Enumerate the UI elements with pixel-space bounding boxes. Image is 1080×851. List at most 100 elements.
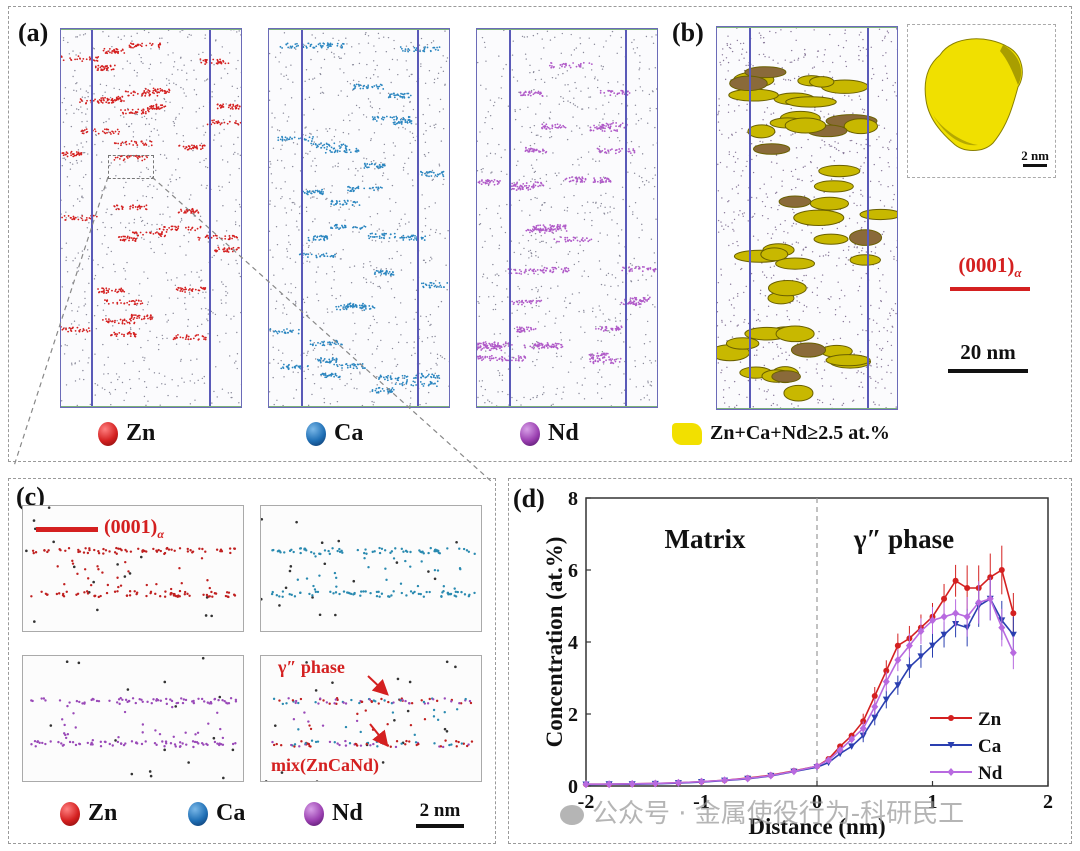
y-tick-label: 8 [568, 488, 578, 510]
precipitate-isosurface [775, 325, 815, 343]
data-point-nd [871, 702, 879, 711]
panel-d-frame [508, 478, 1072, 844]
data-point-nd [998, 623, 1006, 632]
ca-sphere-icon [306, 421, 326, 446]
plane-indicator-b: (0001)α [950, 253, 1030, 292]
scalebar-20nm: 20 nm [948, 340, 1028, 373]
precipitate-isosurface [783, 384, 814, 402]
isosurface-map [717, 27, 897, 409]
data-point-ca [905, 664, 913, 671]
data-point-nd [698, 777, 705, 786]
data-point-nd [836, 746, 844, 754]
data-point-nd [882, 677, 890, 686]
legend-nd-label: Nd [548, 420, 579, 446]
y-tick-label: 4 [568, 632, 578, 654]
legend-entry-nd: Nd [930, 763, 1003, 784]
region-label-matrix: Matrix [665, 524, 746, 554]
x-tick-label: -1 [693, 791, 710, 813]
legend-entry-zn: Zn [930, 709, 1002, 730]
x-tick-label: 2 [1043, 791, 1053, 813]
data-point-ca [929, 642, 936, 650]
legend-isosurface-label: Zn+Ca+Nd≥2.5 at.% [710, 422, 890, 444]
data-point-nd [767, 771, 775, 780]
data-point-nd [917, 627, 925, 636]
zoom-box-ca [260, 505, 482, 632]
data-point-zn [883, 667, 890, 674]
precipitate-isosurface [859, 208, 897, 221]
precipitate-isosurface [729, 75, 768, 92]
data-point-nd [744, 774, 752, 783]
precipitate-isosurface [785, 96, 837, 108]
precipitate-isosurface [809, 196, 850, 211]
panel-c-frame [8, 478, 496, 844]
legend-marker [948, 715, 954, 721]
legend-nd: Nd [520, 420, 579, 447]
data-point-nd [674, 778, 682, 787]
region-label-gamma: γ″ phase [853, 524, 954, 554]
scalebar-2nm: 2 nm [416, 800, 464, 828]
scale-label-2nm: 2 nm [419, 800, 461, 821]
precipitate-isosurface [747, 124, 776, 139]
data-point-zn [964, 585, 971, 591]
scale-label-20nm: 20 nm [960, 340, 1016, 364]
precipitate-isosurface [790, 342, 827, 358]
data-point-zn [998, 567, 1005, 573]
panel-d-label: (d) [513, 484, 545, 513]
precipitate-isosurface [793, 209, 845, 226]
apt-reconstruction-ca [268, 28, 450, 408]
data-point-zn [860, 718, 867, 725]
legend-label: Nd [978, 763, 1003, 784]
isosurface-swatch-icon [672, 422, 702, 445]
precipitate-isosurface [775, 257, 815, 270]
precipitate-isosurface [818, 164, 861, 178]
nd-sphere-icon-c [304, 801, 324, 826]
precipitate-isosurface [771, 370, 801, 383]
precipitate-isosurface [767, 280, 807, 297]
precipitate-isosurface [744, 66, 787, 79]
legend-ca-label: Ca [334, 420, 364, 446]
precipitate-isosurface [849, 254, 881, 266]
data-point-nd [1009, 648, 1017, 657]
legend-label: Zn [978, 709, 1002, 730]
data-point-zn [941, 595, 948, 602]
panel-b-label: (b) [672, 18, 704, 47]
plane-label-b: (0001)α [958, 253, 1022, 281]
legend-marker [947, 768, 955, 776]
series-ca [582, 577, 1017, 789]
legend-zn-label: Zn [126, 420, 156, 446]
data-point-nd [848, 735, 856, 744]
series-nd [582, 577, 1017, 789]
zn-sphere-icon [98, 421, 118, 446]
wechat-icon [560, 804, 584, 825]
data-point-zn [1010, 610, 1017, 617]
data-point-zn [871, 693, 878, 699]
precipitate-isosurface [849, 229, 883, 246]
data-point-ca [871, 714, 879, 722]
y-tick-label: 2 [568, 704, 578, 726]
ca-sphere-icon-c [188, 801, 208, 826]
series-line-nd [586, 597, 1015, 786]
legend-c-nd-label: Nd [332, 800, 363, 826]
selected-region-box [108, 155, 154, 179]
data-point-nd [825, 756, 833, 765]
legend-entry-ca: Ca [930, 736, 1002, 757]
data-point-nd [582, 780, 590, 789]
legend-ca: Ca [306, 420, 363, 447]
panel-ab-frame [8, 6, 1072, 462]
data-point-nd [905, 641, 913, 650]
apt-reconstruction-zn [60, 28, 242, 408]
annotation-arrows [367, 675, 389, 748]
y-tick-label: 6 [568, 560, 578, 582]
y-tick-label: 0 [568, 776, 578, 798]
legend-zn: Zn [98, 420, 155, 447]
data-point-ca [940, 631, 948, 639]
precipitate-isosurface [813, 233, 849, 245]
inset-scalebar: 2 nm [1021, 148, 1049, 167]
data-point-ca [1009, 631, 1017, 639]
annotation-mix: mix(ZnCaNd) [271, 755, 380, 775]
series-line-ca [585, 597, 1014, 786]
data-point-nd [963, 612, 971, 621]
zoom-box-nd [22, 655, 244, 782]
legend-isosurface: Zn+Ca+Nd≥2.5 at.% [672, 422, 890, 445]
